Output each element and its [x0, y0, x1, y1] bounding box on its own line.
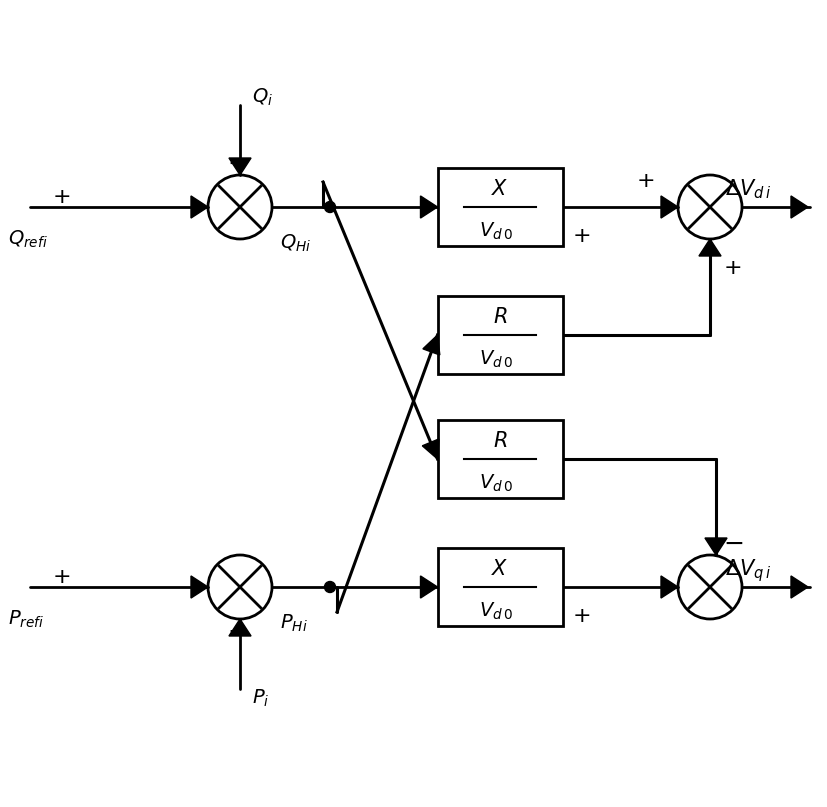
Polygon shape: [229, 619, 251, 636]
Polygon shape: [699, 239, 721, 256]
Polygon shape: [705, 538, 727, 555]
Polygon shape: [791, 576, 808, 598]
FancyBboxPatch shape: [437, 296, 562, 374]
Text: $R$: $R$: [493, 431, 507, 451]
Text: $+$: $+$: [572, 606, 590, 626]
Text: $P_{Hi}$: $P_{Hi}$: [280, 613, 308, 634]
Text: $V_{d\,0}$: $V_{d\,0}$: [479, 600, 513, 621]
Text: $+$: $+$: [723, 258, 741, 278]
FancyBboxPatch shape: [437, 548, 562, 626]
Polygon shape: [420, 196, 437, 218]
Text: $+$: $+$: [52, 567, 70, 587]
Text: $Q_{Hi}$: $Q_{Hi}$: [280, 233, 311, 254]
Polygon shape: [191, 196, 208, 218]
Text: $+$: $+$: [52, 187, 70, 207]
Text: $V_{d\,0}$: $V_{d\,0}$: [479, 220, 513, 241]
Polygon shape: [791, 196, 808, 218]
Polygon shape: [423, 439, 439, 459]
Polygon shape: [191, 576, 208, 598]
Circle shape: [324, 202, 336, 212]
Text: $P_i$: $P_i$: [252, 688, 270, 709]
FancyBboxPatch shape: [437, 168, 562, 246]
Text: $-$: $-$: [227, 619, 247, 643]
Text: $+$: $+$: [572, 226, 590, 246]
Text: $-$: $-$: [723, 531, 743, 555]
Text: $R$: $R$: [493, 307, 507, 327]
Text: $Q_i$: $Q_i$: [252, 87, 273, 108]
Polygon shape: [423, 335, 440, 355]
Text: $+$: $+$: [636, 171, 654, 191]
Text: $X$: $X$: [491, 559, 509, 579]
Text: $Q_{refi}$: $Q_{refi}$: [8, 229, 48, 250]
Polygon shape: [661, 196, 678, 218]
Text: $X$: $X$: [491, 179, 509, 199]
Text: $-$: $-$: [227, 151, 247, 175]
FancyBboxPatch shape: [437, 420, 562, 498]
Text: $P_{refi}$: $P_{refi}$: [8, 609, 45, 630]
Text: $\Delta V_{q\,i}$: $\Delta V_{q\,i}$: [725, 557, 772, 583]
Polygon shape: [229, 158, 251, 175]
Polygon shape: [661, 576, 678, 598]
Circle shape: [324, 582, 336, 592]
Text: $V_{d\,0}$: $V_{d\,0}$: [479, 349, 513, 370]
Polygon shape: [420, 576, 437, 598]
Text: $\Delta V_{d\,i}$: $\Delta V_{d\,i}$: [725, 177, 772, 201]
Text: $V_{d\,0}$: $V_{d\,0}$: [479, 472, 513, 494]
